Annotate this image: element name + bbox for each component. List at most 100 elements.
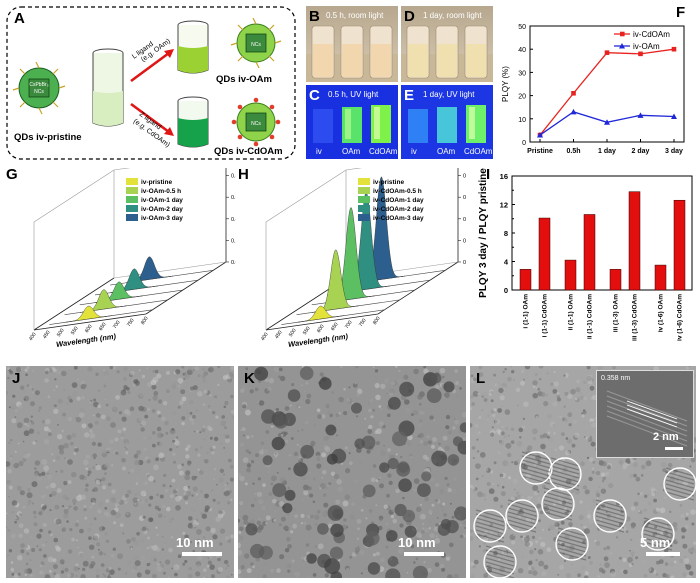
tem-grain <box>405 541 410 546</box>
tem-grain <box>312 500 316 504</box>
tem-grain <box>149 517 154 522</box>
tem-grain <box>225 434 230 439</box>
tem-grain <box>493 408 497 412</box>
tem-grain <box>493 461 497 465</box>
tem-grain <box>420 530 425 534</box>
tem-grain <box>640 474 644 477</box>
tem-grain <box>159 561 162 564</box>
tem-grain <box>202 403 206 406</box>
ytick-label-f: 0 <box>522 140 526 147</box>
tem-grain <box>91 555 95 559</box>
tem-grain <box>664 496 666 499</box>
tem-grain <box>497 408 502 413</box>
tem-grain <box>507 476 512 480</box>
tem-grain <box>239 442 244 447</box>
tem-grain <box>14 520 17 524</box>
tem-grain <box>12 380 16 384</box>
tem-grain <box>470 529 473 533</box>
tem-grain <box>125 448 128 451</box>
tem-grain <box>475 463 481 469</box>
tem-grain <box>471 446 476 450</box>
tem-grain <box>319 372 324 377</box>
tem-grain <box>175 488 179 492</box>
tem-grain <box>254 387 259 392</box>
tem-grain <box>102 485 107 490</box>
tem-grain <box>196 518 199 522</box>
tem-grain <box>208 393 212 397</box>
tem-grain <box>542 531 546 534</box>
tem-grain <box>38 548 42 552</box>
tem-grain <box>268 378 275 384</box>
tem-grain <box>216 501 221 505</box>
tem-grain <box>366 449 371 454</box>
tem-grain <box>646 493 650 496</box>
tem-grain <box>598 567 604 573</box>
tem-grain <box>218 477 224 483</box>
xtick-label: 700 <box>112 320 122 330</box>
cdoam-qd-icon <box>231 97 281 147</box>
tem-grain <box>204 493 209 499</box>
lattice-fringe <box>643 525 673 535</box>
tem-grain <box>57 424 59 426</box>
tem-grain <box>219 528 226 534</box>
tem-grain <box>117 553 124 560</box>
tem-grain <box>79 553 83 557</box>
tem-grain <box>490 399 494 403</box>
tem-grain <box>55 455 61 461</box>
xtick-label-i: ii (1-1) OAm <box>568 294 575 331</box>
tem-grain <box>449 502 452 505</box>
tem-grain <box>637 492 640 496</box>
tem-grain <box>683 557 690 564</box>
tem-grain <box>439 367 446 374</box>
tem-grain <box>309 493 314 498</box>
tem-grain <box>157 513 163 518</box>
tem-grain <box>76 519 79 523</box>
tem-grain <box>597 575 600 578</box>
nanocrystal-dot <box>329 546 344 560</box>
tem-grain <box>50 533 53 537</box>
tem-grain <box>300 383 304 387</box>
tem-grain <box>481 408 484 412</box>
tem-grain <box>507 526 511 530</box>
tem-grain <box>153 391 159 396</box>
tem-grain <box>585 456 587 458</box>
tem-grain <box>651 492 656 497</box>
tem-grain <box>280 516 286 522</box>
bar-0 <box>519 269 532 291</box>
tem-grain <box>73 506 78 511</box>
tem-grain <box>502 460 509 467</box>
tem-grain <box>169 520 172 523</box>
tem-grain <box>80 494 87 500</box>
tem-grain <box>682 457 685 460</box>
lattice-fringe <box>485 557 515 567</box>
tem-grain <box>239 535 244 541</box>
tem-grain <box>411 413 414 416</box>
tem-grain <box>146 367 149 370</box>
tem-grain <box>520 535 523 539</box>
tem-grain <box>432 437 437 442</box>
tem-grain <box>307 515 311 519</box>
tem-grain <box>41 459 48 465</box>
tem-grain <box>191 494 194 497</box>
tem-grain <box>179 539 185 546</box>
tem-grain <box>95 464 101 471</box>
tem-grain <box>638 510 641 513</box>
tem-grain <box>109 439 114 444</box>
tem-grain <box>208 507 213 512</box>
tem-grain <box>436 517 439 519</box>
tem-grain <box>451 489 457 495</box>
tem-grain <box>89 467 92 470</box>
tem-grain <box>60 570 65 574</box>
tem-grain <box>557 573 560 576</box>
tem-grain <box>598 485 601 488</box>
lattice-fringe <box>595 523 625 533</box>
tem-grain <box>156 562 160 566</box>
tem-grain <box>343 388 346 391</box>
tem-grain <box>472 486 476 490</box>
tem-grain <box>144 569 151 575</box>
tem-grain <box>539 510 544 515</box>
tem-grain <box>372 464 377 468</box>
legend-label-1: iv-OAm <box>633 42 660 51</box>
tem-grain <box>516 440 523 447</box>
tem-grain <box>413 368 419 375</box>
